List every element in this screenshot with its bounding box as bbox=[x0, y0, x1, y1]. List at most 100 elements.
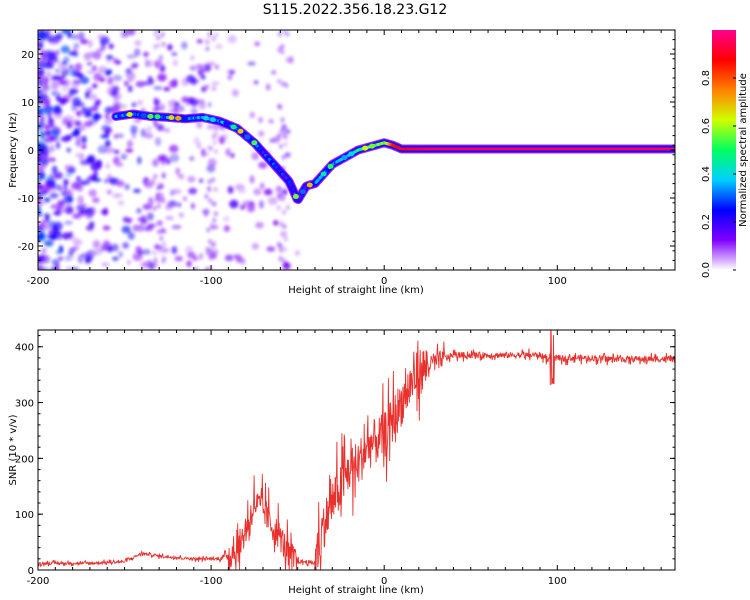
heatmap-cell bbox=[153, 97, 158, 103]
heatmap-cell bbox=[49, 124, 56, 129]
heatmap-cell bbox=[83, 110, 92, 118]
heatmap-cell bbox=[72, 46, 78, 56]
heatmap-cell bbox=[247, 205, 256, 213]
heatmap-cell bbox=[222, 215, 230, 222]
heatmap-cell bbox=[108, 43, 114, 50]
heatmap-cell bbox=[131, 102, 137, 108]
heatmap-cell bbox=[140, 261, 150, 269]
heatmap-cell bbox=[99, 77, 106, 83]
heatmap-cell bbox=[271, 70, 277, 75]
heatmap-ridge-spot bbox=[230, 124, 237, 130]
heatmap-cell bbox=[196, 39, 203, 44]
heatmap-cell bbox=[223, 225, 231, 232]
heatmap-cell bbox=[202, 208, 210, 215]
heatmap-cell bbox=[162, 255, 167, 261]
heatmap-cell bbox=[63, 178, 68, 186]
heatmap-cell bbox=[100, 134, 109, 139]
heatmap-cell bbox=[158, 55, 163, 61]
heatmap-cell bbox=[276, 205, 281, 211]
heatmap-cell bbox=[104, 69, 111, 77]
heatmap-cell bbox=[73, 43, 80, 49]
heatmap-cell bbox=[280, 230, 288, 238]
snr-ytick-label: 200 bbox=[15, 454, 34, 465]
colorbar-label: Normalized spectral amplitude bbox=[738, 73, 749, 227]
heatmap-cell bbox=[71, 182, 81, 190]
heatmap-ridge-spot bbox=[306, 182, 313, 188]
heatmap-cell bbox=[209, 224, 219, 230]
heatmap-cell bbox=[263, 188, 273, 196]
heatmap-cell bbox=[38, 232, 42, 241]
heatmap-cell bbox=[122, 242, 130, 249]
heatmap-cell bbox=[206, 227, 211, 233]
heatmap-cell bbox=[67, 32, 73, 39]
heatmap-cell bbox=[212, 217, 217, 223]
heatmap-cell bbox=[152, 174, 158, 179]
colorbar-ticks: 0.0 0.2 0.4 0.6 0.8 bbox=[701, 70, 736, 278]
heatmap-ylabel: Frequency (Hz) bbox=[8, 112, 19, 188]
heatmap-cell bbox=[109, 91, 118, 97]
heatmap-cell bbox=[93, 170, 98, 180]
heatmap-ytick-label: 20 bbox=[21, 50, 34, 61]
heatmap-cell bbox=[52, 75, 63, 81]
heatmap-cell bbox=[231, 89, 240, 97]
heatmap-cell bbox=[43, 197, 51, 203]
heatmap-cell bbox=[210, 243, 215, 249]
heatmap-cell bbox=[49, 129, 59, 135]
heatmap-cell bbox=[154, 196, 159, 202]
heatmap-ridge-spot bbox=[209, 117, 216, 123]
heatmap-cell bbox=[97, 145, 108, 154]
heatmap-cell bbox=[146, 125, 152, 133]
heatmap-ridge-spot bbox=[369, 143, 376, 149]
heatmap-cell bbox=[38, 68, 45, 77]
heatmap-cell bbox=[258, 116, 263, 124]
heatmap-cell bbox=[51, 89, 59, 97]
heatmap-cell bbox=[174, 101, 180, 107]
heatmap-cell bbox=[112, 74, 123, 82]
heatmap-cell bbox=[190, 55, 195, 61]
heatmap-cell bbox=[284, 82, 289, 88]
heatmap-cell bbox=[38, 197, 42, 207]
heatmap-cell bbox=[76, 110, 82, 117]
heatmap-cell bbox=[47, 117, 55, 126]
heatmap-cell bbox=[63, 184, 68, 191]
heatmap-cell bbox=[206, 250, 211, 256]
heatmap-cell bbox=[127, 231, 135, 240]
heatmap-cell bbox=[203, 211, 208, 217]
heatmap-cell bbox=[282, 224, 287, 230]
heatmap-cell bbox=[169, 189, 175, 196]
heatmap-cell bbox=[212, 140, 217, 146]
heatmap-xtick-label: 0 bbox=[381, 276, 387, 287]
heatmap-cell bbox=[153, 256, 158, 262]
heatmap-cell bbox=[285, 204, 290, 210]
heatmap-cell bbox=[76, 210, 82, 220]
heatmap-cell bbox=[71, 79, 80, 88]
heatmap-cell bbox=[49, 135, 56, 141]
heatmap-cell bbox=[38, 267, 44, 270]
heatmap-ridge-spot bbox=[244, 134, 251, 140]
heatmap-cell bbox=[182, 196, 188, 202]
heatmap-cell bbox=[158, 67, 163, 73]
heatmap-ridge-spot bbox=[126, 111, 133, 117]
heatmap-cell bbox=[212, 252, 217, 258]
heatmap-cell bbox=[96, 34, 106, 40]
heatmap-cell bbox=[51, 39, 62, 44]
heatmap-cell bbox=[211, 36, 216, 42]
heatmap-cell bbox=[104, 113, 110, 120]
heatmap-cell bbox=[210, 61, 215, 67]
heatmap-cell bbox=[212, 201, 217, 207]
heatmap-cell bbox=[112, 58, 118, 64]
heatmap-cell bbox=[141, 248, 151, 255]
heatmap-cell bbox=[38, 30, 46, 35]
heatmap-cell bbox=[91, 65, 98, 72]
heatmap-cell bbox=[67, 64, 75, 70]
heatmap-cell bbox=[135, 80, 146, 88]
heatmap-cell bbox=[175, 167, 181, 175]
heatmap-cell bbox=[255, 221, 264, 229]
heatmap-cell bbox=[101, 262, 110, 267]
heatmap-cell bbox=[117, 133, 124, 139]
heatmap-noise bbox=[38, 30, 300, 270]
heatmap-cell bbox=[156, 203, 161, 209]
heatmap-cell bbox=[193, 137, 200, 144]
heatmap-cell bbox=[195, 63, 204, 69]
heatmap-cell bbox=[204, 267, 209, 270]
